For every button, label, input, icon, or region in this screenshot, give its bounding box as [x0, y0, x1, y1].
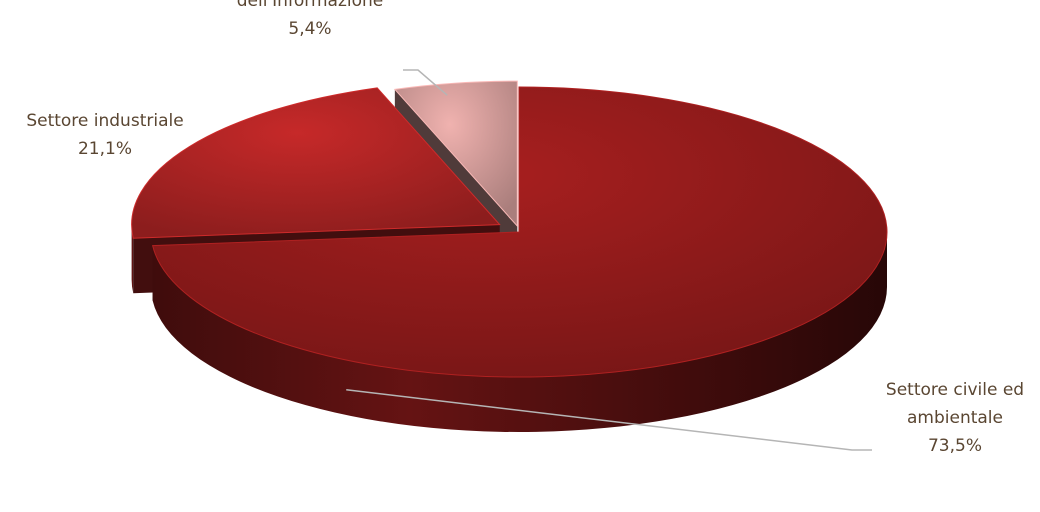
slice: [393, 80, 518, 228]
leader-line: [346, 389, 872, 451]
leader-lines: [346, 69, 872, 451]
slice: [152, 86, 888, 378]
slice-name: Settore industriale: [26, 111, 183, 131]
slice-percent: 21,1%: [78, 139, 132, 159]
slice-name: ambientale: [907, 408, 1003, 428]
slice-labels: Settore civile ed ambientale 73,5%Settore …: [26, 0, 1024, 456]
slice-label: Settore industriale 21,1%: [26, 111, 183, 159]
slice-name: dell'Informazione: [237, 0, 384, 11]
leader-line: [403, 69, 448, 96]
slice-percent: 5,4%: [288, 19, 331, 39]
slice-percent: 73,5%: [928, 436, 982, 456]
slice-label: Settore civile ed ambientale 73,5%: [886, 380, 1024, 456]
pie-tops: [131, 80, 888, 378]
slice-name: Settore civile ed: [886, 380, 1024, 400]
slice: [131, 87, 501, 239]
